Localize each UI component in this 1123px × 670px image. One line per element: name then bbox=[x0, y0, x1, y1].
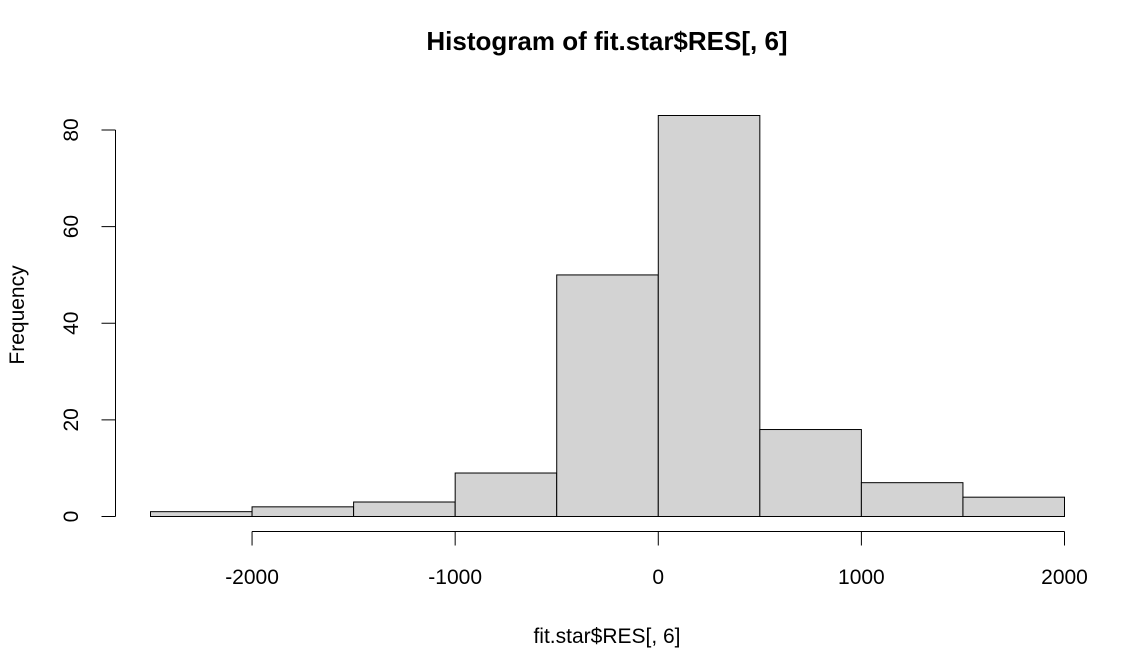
histogram-bar bbox=[962, 496, 1066, 518]
y-tick-label: 20 bbox=[60, 408, 83, 431]
x-axis-label: fit.star$RES[, 6] bbox=[533, 625, 680, 648]
histogram-bar bbox=[860, 482, 964, 518]
y-tick-label: 80 bbox=[60, 118, 83, 141]
x-tick-label: -1000 bbox=[428, 566, 482, 589]
x-tick-label: 1000 bbox=[838, 566, 885, 589]
y-axis: 0 20 40 60 80 bbox=[60, 118, 116, 522]
chart-title: Histogram of fit.star$RES[, 6] bbox=[426, 26, 787, 56]
x-axis: -2000 -1000 0 1000 2000 bbox=[225, 531, 1088, 589]
histogram-bar bbox=[251, 506, 355, 517]
x-tick-label: 0 bbox=[652, 566, 664, 589]
y-axis-label: Frequency bbox=[6, 265, 29, 365]
histogram-bar bbox=[556, 274, 659, 518]
y-tick-label: 40 bbox=[60, 312, 83, 335]
histogram-bar bbox=[657, 115, 761, 517]
x-tick-label: -2000 bbox=[225, 566, 279, 589]
histogram-bar bbox=[150, 511, 253, 517]
histogram-bar bbox=[454, 472, 558, 517]
histogram-bar bbox=[759, 429, 862, 517]
y-tick-label: 0 bbox=[60, 511, 83, 523]
x-tick-label: 2000 bbox=[1041, 566, 1088, 589]
bars-group bbox=[150, 115, 1066, 518]
y-tick-label: 60 bbox=[60, 215, 83, 238]
histogram-bar bbox=[353, 501, 456, 517]
